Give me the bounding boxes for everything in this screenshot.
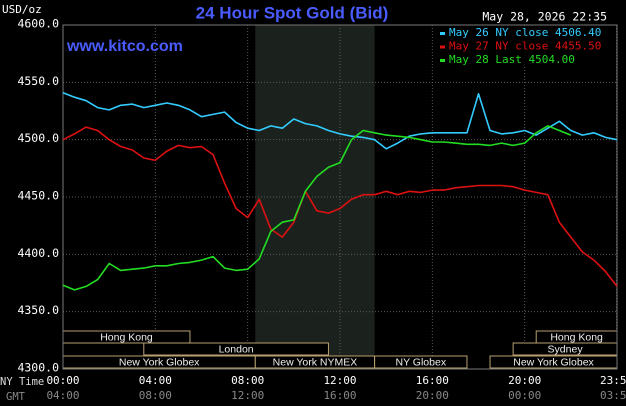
legend-swatch xyxy=(440,45,445,49)
x2-axis-label: GMT xyxy=(6,391,26,403)
session-box xyxy=(374,355,468,369)
legend-label: May 28 Last 4504.00 xyxy=(449,53,575,66)
y-tick-label: 4450.0 xyxy=(17,189,59,203)
x2-tick-label: 12:00 xyxy=(231,389,264,402)
x-tick-label: 16:00 xyxy=(416,374,449,387)
x-tick-label: 20:00 xyxy=(508,374,541,387)
y-tick-label: 4500.0 xyxy=(17,131,59,145)
x2-tick-label: 03:59 xyxy=(600,389,626,402)
y-tick-label: 4550.0 xyxy=(17,74,59,88)
x2-tick-label: 00:00 xyxy=(508,389,541,402)
session-label: NY Globex xyxy=(395,356,446,368)
unit-label: USD/oz xyxy=(2,3,42,16)
series-line xyxy=(62,91,618,150)
timestamp: May 28, 2026 22:35 xyxy=(482,10,607,24)
legend-label: May 26 NY close 4506.40 xyxy=(449,26,601,39)
y-tick-label: 4400.0 xyxy=(17,246,59,260)
y-tick-label: 4600.0 xyxy=(17,17,59,31)
x2-tick-label: 20:00 xyxy=(416,389,449,402)
x-tick-label: 23:59 xyxy=(600,374,626,387)
x-tick-label: 00:00 xyxy=(46,374,79,387)
legend-box xyxy=(436,26,616,66)
session-label: London xyxy=(219,343,254,355)
series-line xyxy=(62,126,618,287)
y-tick-label: 4350.0 xyxy=(17,303,59,317)
legend-swatch xyxy=(440,32,445,35)
series-line xyxy=(62,125,572,291)
session-label: Sydney xyxy=(548,343,584,355)
legend-swatch xyxy=(440,59,445,62)
legend-label: May 27 NY close 4455.50 xyxy=(449,40,601,53)
session-label: Hong Kong xyxy=(100,331,153,343)
watermark: www.kitco.com xyxy=(66,38,183,55)
session-box xyxy=(143,342,329,356)
session-label: Hong Kong xyxy=(550,331,603,343)
y-tick-label: 4300.0 xyxy=(17,361,59,375)
x2-tick-label: 08:00 xyxy=(139,389,172,402)
session-label: New York Globex xyxy=(513,356,594,368)
x2-tick-label: 16:00 xyxy=(323,389,356,402)
x2-tick-label: 04:00 xyxy=(46,389,79,402)
x-tick-label: 04:00 xyxy=(139,374,172,387)
x-tick-label: 12:00 xyxy=(323,374,356,387)
session-label: New York NYMEX xyxy=(273,356,358,368)
x-axis-label: NY Time xyxy=(0,376,44,388)
chart-title: 24 Hour Spot Gold (Bid) xyxy=(196,3,389,22)
x-tick-label: 08:00 xyxy=(231,374,264,387)
session-label: New York Globex xyxy=(119,356,200,368)
plot-border xyxy=(62,24,618,370)
